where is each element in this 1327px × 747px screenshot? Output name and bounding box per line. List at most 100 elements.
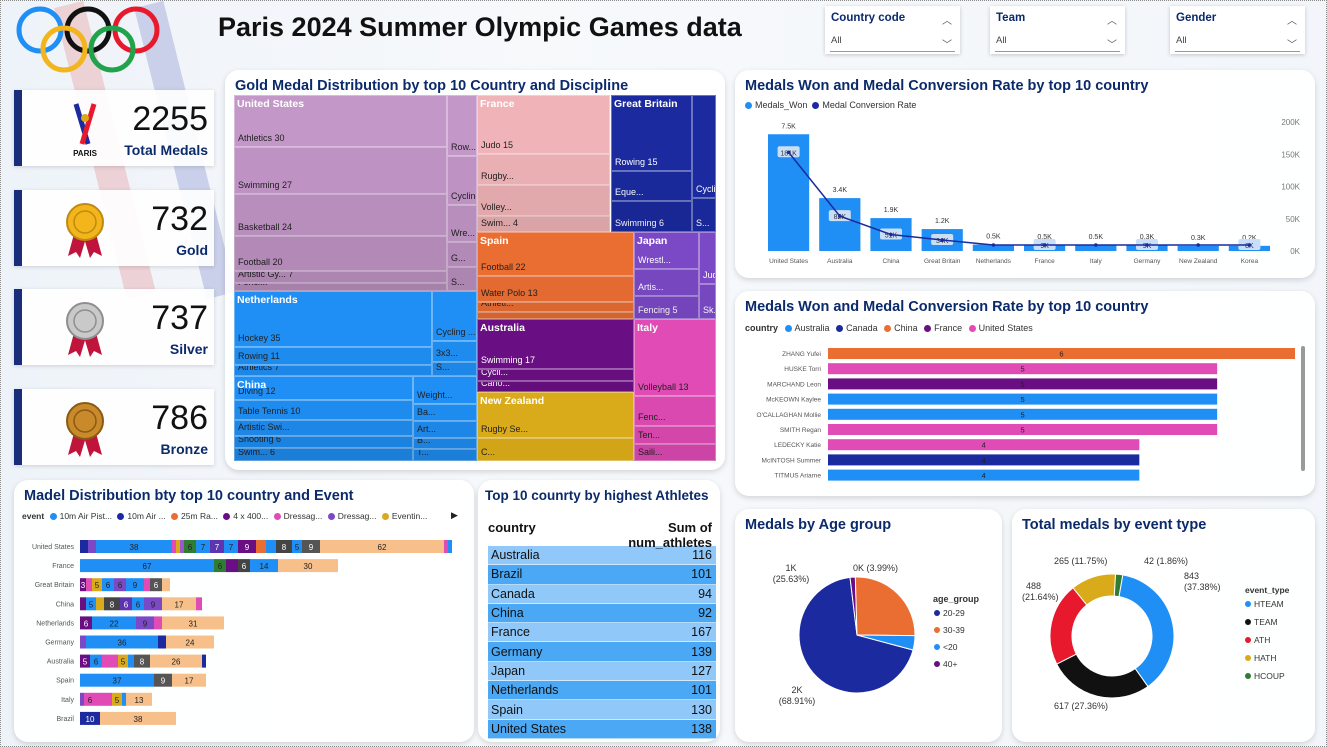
table-header-athletes[interactable]: Sum of num_athletes — [628, 520, 712, 550]
chevron-down-icon[interactable]: ﹀ — [1287, 40, 1297, 51]
stacked-segment[interactable] — [276, 540, 292, 553]
treemap-cell[interactable]: Cano... — [477, 381, 634, 392]
stacked-segment[interactable] — [162, 616, 224, 630]
treemap-cell[interactable]: Diving 12 — [234, 376, 413, 400]
treemap-cell[interactable]: Artistic Gy... 7 — [234, 271, 447, 283]
treemap-cell[interactable]: Judo 3 — [699, 232, 716, 284]
line-point[interactable] — [838, 214, 842, 218]
stacked-segment[interactable] — [224, 540, 238, 553]
treemap-cell[interactable]: Cycling Trac... — [447, 156, 477, 205]
treemap-cell[interactable]: Rugby... — [477, 154, 610, 185]
treemap-cell[interactable]: Cycli... — [477, 369, 634, 381]
treemap-cell[interactable]: S... — [692, 198, 716, 232]
treemap-cell[interactable]: S... — [447, 267, 477, 291]
stacked-segment[interactable] — [154, 673, 172, 687]
stacked-segment[interactable] — [114, 578, 126, 592]
treemap-cell[interactable]: Athleti... — [477, 302, 634, 312]
stacked-segment[interactable] — [238, 559, 250, 573]
stacked-segment[interactable] — [158, 635, 166, 649]
treemap-cell[interactable]: Wrestl... — [634, 232, 699, 269]
stacked-segment[interactable] — [92, 578, 102, 592]
line-point[interactable] — [786, 150, 791, 155]
line-point[interactable] — [1247, 243, 1252, 247]
stacked-segment[interactable] — [196, 597, 202, 611]
slicer-2[interactable]: Gender ︿ All ﹀ — [1170, 6, 1305, 54]
stacked-segment[interactable] — [80, 616, 92, 630]
stacked-segment[interactable] — [162, 578, 170, 592]
stacked-segment[interactable] — [214, 559, 226, 573]
treemap-cell[interactable]: Swimming 17 — [477, 319, 634, 369]
treemap-cell[interactable]: Row... — [447, 95, 477, 156]
treemap-chart[interactable]: Athletics 30 Swimming 27 Basketball 24 Foot… — [234, 95, 716, 461]
stacked-segment[interactable] — [250, 559, 278, 573]
combo-bar[interactable] — [819, 198, 861, 251]
chevron-up-icon[interactable]: ︿ — [1107, 16, 1117, 27]
hbar-bar[interactable] — [828, 393, 1218, 405]
stacked-segment[interactable] — [92, 616, 136, 630]
stacked-segment[interactable] — [96, 597, 104, 611]
stacked-segment[interactable] — [80, 673, 154, 687]
stacked-segment[interactable] — [154, 616, 162, 630]
stacked-segment[interactable] — [136, 616, 154, 630]
stacked-segment[interactable] — [302, 540, 320, 553]
table-row[interactable]: France 167 — [488, 623, 716, 643]
stacked-segment[interactable] — [444, 540, 448, 553]
stacked-segment[interactable] — [202, 654, 206, 668]
stacked-segment[interactable] — [292, 540, 302, 553]
stacked-segment[interactable] — [100, 711, 176, 725]
stacked-segment[interactable] — [278, 559, 338, 573]
table-row[interactable]: Spain 130 — [488, 700, 716, 720]
stacked-segment[interactable] — [80, 654, 90, 668]
treemap-cell[interactable]: Swim... 4 — [477, 216, 610, 232]
stacked-segment[interactable] — [320, 540, 444, 553]
stacked-segment[interactable] — [120, 597, 132, 611]
treemap-cell[interactable]: G... — [447, 242, 477, 267]
stacked-segment[interactable] — [210, 540, 224, 553]
table-row[interactable]: Germany 139 — [488, 642, 716, 662]
hbar-scrollbar[interactable] — [1301, 346, 1305, 471]
stacked-segment[interactable] — [104, 597, 120, 611]
line-point[interactable] — [1094, 243, 1098, 247]
table-row[interactable]: China 92 — [488, 603, 716, 624]
hbar-bar[interactable] — [828, 378, 1218, 390]
treemap-cell[interactable]: Rowing 11 — [234, 347, 432, 365]
combo-bar[interactable] — [972, 244, 1014, 251]
treemap-cell[interactable]: Volley... — [477, 185, 610, 216]
line-point[interactable] — [940, 238, 944, 242]
hbar-bar[interactable] — [828, 424, 1218, 435]
stacked-segment[interactable] — [88, 540, 96, 553]
chevron-down-icon[interactable]: ﹀ — [942, 40, 952, 51]
treemap-cell[interactable]: Athletics 30 — [234, 95, 447, 147]
treemap-cell[interactable]: Weight... — [413, 376, 477, 404]
stacked-segment[interactable] — [134, 654, 150, 668]
treemap-cell[interactable]: Volleyball 13 — [634, 319, 716, 396]
slice-<20[interactable] — [856, 634, 916, 651]
treemap-cell[interactable]: Football 20 — [234, 236, 447, 271]
treemap-cell[interactable]: Rugby Se... — [477, 392, 634, 438]
stacked-segment[interactable] — [162, 597, 196, 611]
stacked-segment[interactable] — [172, 673, 206, 687]
stacked-segment[interactable] — [80, 578, 86, 592]
treemap-cell[interactable]: Artis... — [634, 269, 699, 296]
stacked-segment[interactable] — [90, 654, 102, 668]
treemap-cell[interactable]: Artistic Swi... — [234, 420, 413, 436]
stacked-segment[interactable] — [184, 540, 196, 553]
table-row[interactable]: Japan 127 — [488, 661, 716, 682]
table-row[interactable]: Canada 94 — [488, 584, 716, 604]
treemap-cell[interactable]: Table Tennis 10 — [234, 400, 413, 420]
line-point[interactable] — [1196, 243, 1200, 247]
treemap-cell[interactable]: Sai... — [477, 312, 634, 319]
treemap-cell[interactable]: Water Polo 13 — [477, 276, 634, 302]
chevron-up-icon[interactable]: ︿ — [1287, 16, 1297, 27]
treemap-cell[interactable]: Swim... 6 — [234, 448, 413, 461]
treemap-cell[interactable]: Basketball 24 — [234, 194, 447, 236]
stacked-segment[interactable] — [180, 540, 184, 553]
chevron-up-icon[interactable]: ︿ — [942, 16, 952, 27]
slice-TEAM[interactable] — [1056, 653, 1149, 699]
treemap-cell[interactable]: Fenc... — [634, 396, 716, 426]
stacked-segment[interactable] — [196, 540, 210, 553]
legend-next-arrow[interactable]: ▶ — [451, 510, 458, 520]
stacked-segment[interactable] — [166, 635, 214, 649]
slice-HCOUP[interactable] — [1113, 573, 1124, 598]
